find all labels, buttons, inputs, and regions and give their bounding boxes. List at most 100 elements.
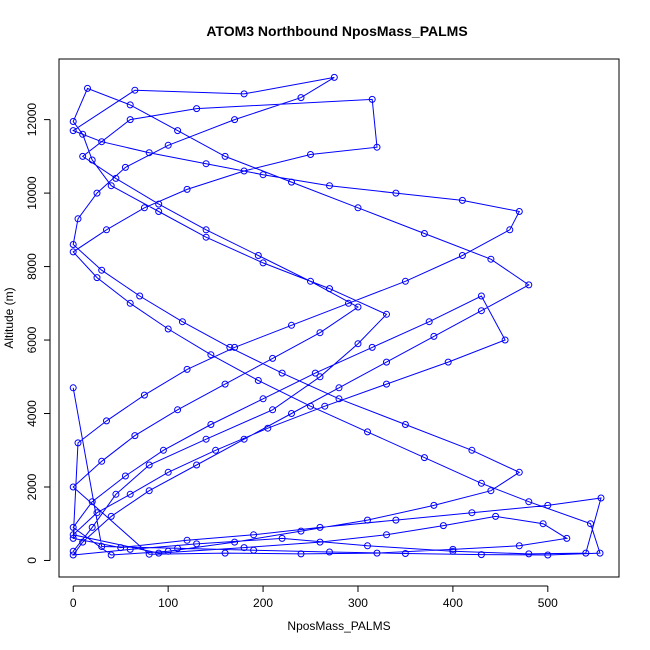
data-point: [231, 343, 239, 351]
data-point: [354, 303, 362, 311]
data-point: [79, 152, 87, 160]
data-point: [288, 178, 295, 186]
data-point: [93, 274, 101, 282]
data-point: [316, 329, 324, 337]
data-point: [468, 509, 476, 517]
data-point: [145, 550, 153, 558]
data-point: [107, 512, 115, 520]
data-point: [207, 421, 215, 428]
data-point: [364, 428, 371, 436]
data-point: [597, 494, 605, 502]
data-point: [126, 116, 134, 124]
data-point: [525, 550, 533, 558]
data-point: [88, 156, 96, 164]
data-point: [430, 501, 438, 509]
data-point: [477, 307, 485, 315]
data-point: [79, 538, 87, 546]
data-point: [468, 446, 476, 454]
data-point: [121, 472, 129, 480]
data-point: [103, 226, 110, 234]
data-point: [311, 369, 319, 377]
data-point: [74, 439, 82, 447]
data-point: [212, 446, 220, 454]
data-point: [307, 402, 314, 410]
data-point: [183, 365, 191, 373]
data-point: [458, 252, 466, 259]
data-point: [164, 141, 172, 149]
data-point: [69, 547, 77, 555]
data-point: [240, 90, 248, 98]
data-point: [183, 185, 191, 193]
data-point: [240, 435, 248, 443]
data-point: [112, 490, 120, 498]
data-point: [316, 523, 324, 531]
x-tick-label: 0: [70, 596, 77, 610]
data-point: [69, 483, 77, 491]
data-point: [88, 523, 96, 531]
data-point: [582, 549, 590, 557]
data-point: [112, 174, 120, 182]
y-tick-label: 8000: [25, 253, 39, 280]
data-point: [84, 84, 91, 92]
data-point: [259, 171, 267, 179]
data-point: [259, 259, 267, 267]
y-tick-label: 6000: [25, 326, 39, 353]
data-point: [69, 551, 77, 559]
data-point: [515, 542, 523, 550]
data-point: [250, 531, 258, 539]
data-point: [250, 546, 258, 554]
data-point: [259, 395, 267, 403]
data-point: [74, 215, 82, 223]
data-point: [487, 487, 495, 495]
data-point: [373, 549, 381, 557]
data-point: [240, 544, 248, 552]
data-point: [136, 292, 144, 300]
data-point: [121, 163, 129, 171]
data-point: [444, 358, 452, 366]
x-tick-label: 100: [158, 596, 178, 610]
data-point: [69, 523, 77, 531]
data-point: [69, 248, 77, 256]
data-point: [69, 118, 77, 125]
data-point: [288, 410, 295, 417]
data-point: [420, 230, 428, 237]
data-point: [330, 73, 338, 81]
data-point: [307, 151, 314, 158]
y-tick-label: 2000: [25, 473, 39, 500]
data-point: [164, 547, 172, 555]
data-point: [501, 336, 509, 344]
series-layer: [69, 73, 605, 559]
data-point: [174, 406, 182, 414]
data-point: [193, 540, 201, 548]
y-tick-label: 10000: [25, 176, 39, 210]
data-point: [326, 285, 333, 293]
data-point: [368, 343, 376, 351]
data-point: [140, 391, 148, 399]
data-point: [69, 531, 77, 539]
data-point: [221, 549, 229, 557]
data-point: [88, 498, 96, 506]
data-point: [231, 538, 239, 546]
data-point: [335, 395, 343, 403]
data-point: [425, 318, 433, 326]
data-point: [269, 406, 277, 414]
data-point: [231, 116, 239, 124]
data-point: [145, 487, 153, 495]
data-point: [316, 538, 324, 546]
data-point: [164, 468, 172, 476]
data-point: [383, 531, 390, 539]
data-point: [202, 226, 210, 234]
data-point: [193, 461, 201, 469]
data-point: [401, 277, 409, 285]
data-point: [307, 277, 314, 285]
data-point: [126, 299, 134, 307]
data-point: [107, 551, 115, 559]
plot-frame: [58, 58, 620, 578]
data-point: [587, 520, 594, 528]
data-point: [131, 86, 139, 94]
data-point: [221, 380, 229, 388]
data-point: [278, 534, 286, 542]
data-point: [202, 160, 210, 168]
data-point: [226, 343, 234, 351]
